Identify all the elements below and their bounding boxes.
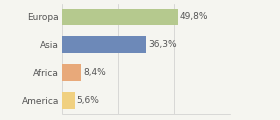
Bar <box>62 64 81 81</box>
Bar <box>62 9 178 25</box>
Text: 36,3%: 36,3% <box>148 40 177 49</box>
Bar <box>62 36 146 53</box>
Text: 8,4%: 8,4% <box>83 68 106 77</box>
Text: 5,6%: 5,6% <box>76 96 99 105</box>
Bar <box>62 92 75 109</box>
Text: 49,8%: 49,8% <box>180 12 208 21</box>
